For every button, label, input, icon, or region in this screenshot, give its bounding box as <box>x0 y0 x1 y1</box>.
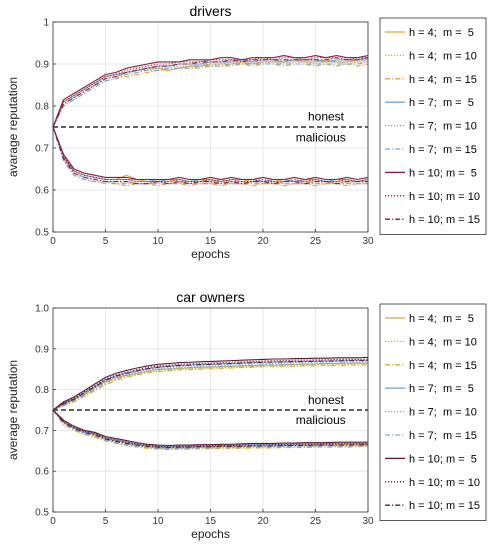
x-tick-label: 25 <box>310 236 322 247</box>
series-line <box>52 409 368 450</box>
series-line <box>52 409 368 451</box>
y-tick-label: 0.6 <box>35 186 49 197</box>
legend-label: h = 7; m = 5 <box>409 97 474 109</box>
legend-label: h = 4; m = 15 <box>409 360 477 372</box>
x-axis-label: epochs <box>191 247 230 261</box>
legend-box <box>379 17 487 236</box>
legend-label: h = 4; m = 5 <box>409 313 474 325</box>
y-tick-label: 1 <box>43 18 49 29</box>
y-tick-label: 0.5 <box>35 508 49 519</box>
series-line <box>52 409 368 449</box>
legend-label: h = 7; m = 10 <box>409 407 477 419</box>
x-axis-label: epochs <box>191 527 230 541</box>
series-line <box>52 360 368 411</box>
chart-title: drivers <box>189 3 231 19</box>
legend-label: h = 10; m = 5 <box>409 453 477 465</box>
y-tick-label: 0.5 <box>35 228 49 239</box>
y-tick-label: 0.7 <box>35 426 49 437</box>
x-tick-label: 0 <box>50 236 56 247</box>
series-line <box>52 126 368 185</box>
series-line <box>52 126 369 181</box>
series-line <box>52 57 369 128</box>
series-line <box>52 126 368 187</box>
legend-label: h = 10; m = 10 <box>409 191 480 203</box>
x-tick-label: 30 <box>362 236 374 247</box>
series-line <box>52 363 368 411</box>
legend-label: h = 10; m = 10 <box>409 477 480 489</box>
series-line <box>52 409 368 447</box>
legend: h = 4; m = 5 h = 4; m = 10 h = 4; m = 15 h … <box>379 303 487 522</box>
x-tick-label: 0 <box>50 516 56 527</box>
x-tick-label: 15 <box>205 516 217 527</box>
y-tick-label: 0.6 <box>35 467 49 478</box>
chart-2: car owners 0 5 10 15 20 25 30 0.5 0.6 0.7 0.8 0.9 1.0… <box>6 289 487 541</box>
x-tick-label: 25 <box>310 516 322 527</box>
series-line <box>52 61 369 128</box>
annotation-malicious: malicious <box>296 131 346 145</box>
legend: h = 4; m = 5 h = 4; m = 10 h = 4; m = 15 h … <box>379 17 487 236</box>
legend-label: h = 10; m = 15 <box>409 214 480 226</box>
x-tick-label: 15 <box>205 236 217 247</box>
legend-label: h = 7; m = 5 <box>409 383 474 395</box>
annotation-malicious: malicious <box>296 413 346 427</box>
chart-title: car owners <box>176 289 244 305</box>
y-tick-label: 0.9 <box>35 344 49 355</box>
legend-label: h = 10; m = 15 <box>409 500 480 512</box>
series-line <box>52 358 369 411</box>
x-tick-label: 20 <box>257 516 269 527</box>
y-axis-label: average reputation <box>6 360 20 460</box>
x-tick-label: 30 <box>362 516 374 527</box>
series-line <box>52 356 369 411</box>
y-tick-label: 1.0 <box>35 304 49 315</box>
annotation-honest: honest <box>308 393 345 407</box>
y-tick-label: 0.8 <box>35 102 49 113</box>
x-tick-label: 5 <box>103 236 109 247</box>
x-tick-label: 10 <box>152 236 164 247</box>
legend-label: h = 7; m = 15 <box>409 430 477 442</box>
series-line <box>52 364 368 411</box>
legend-label: h = 4; m = 5 <box>409 27 474 39</box>
legend-label: h = 7; m = 15 <box>409 144 477 156</box>
y-tick-label: 0.8 <box>35 385 49 396</box>
legend-box <box>379 303 487 522</box>
series-line <box>52 362 368 411</box>
chart-1: drivers 0 5 10 15 20 25 30 0.5 0.6 0.7 0.8 0.9 1 epoch… <box>6 3 487 261</box>
annotation-honest: honest <box>308 110 345 124</box>
y-axis-label: avarage reputation <box>6 77 20 177</box>
x-tick-label: 20 <box>257 236 269 247</box>
x-tick-label: 5 <box>103 516 109 527</box>
legend-label: h = 4; m = 10 <box>409 336 477 348</box>
legend-label: h = 4; m = 10 <box>409 50 477 62</box>
legend-label: h = 4; m = 15 <box>409 74 477 86</box>
y-tick-label: 0.7 <box>35 144 49 155</box>
legend-label: h = 10; m = 5 <box>409 167 477 179</box>
x-tick-label: 10 <box>152 516 164 527</box>
series-line <box>52 57 368 128</box>
series-line <box>52 126 369 183</box>
series-line <box>52 409 369 448</box>
legend-label: h = 7; m = 10 <box>409 121 477 133</box>
y-tick-label: 0.9 <box>35 60 49 71</box>
